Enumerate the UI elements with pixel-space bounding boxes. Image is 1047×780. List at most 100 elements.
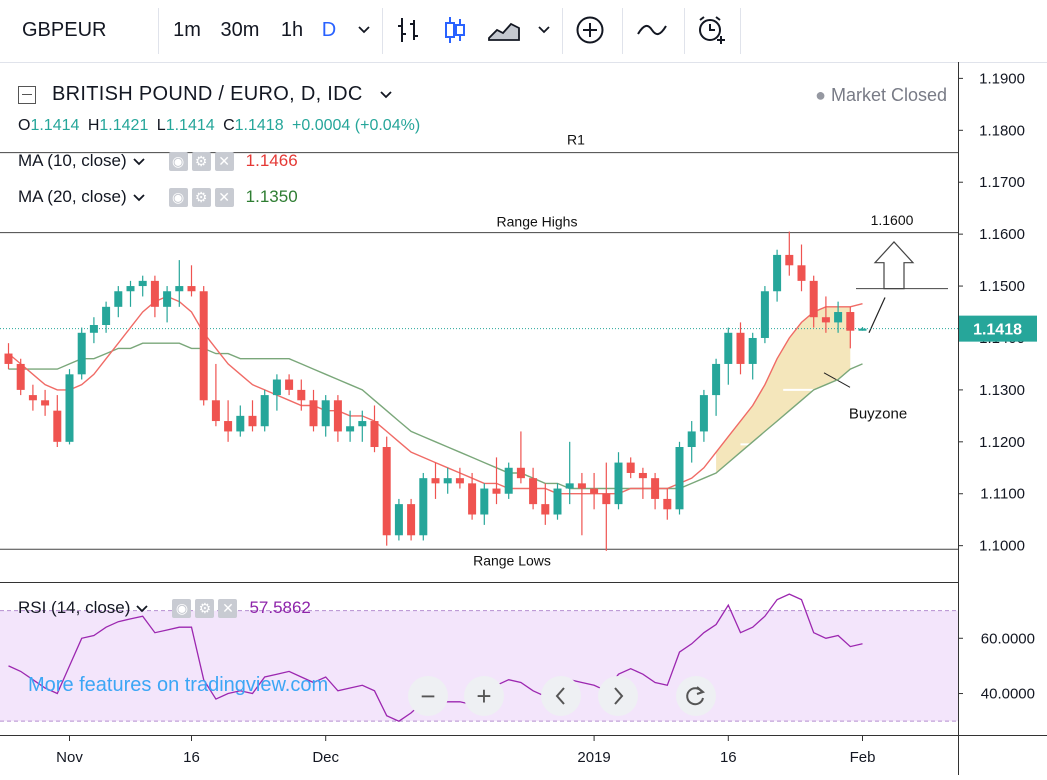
alert-clock-icon[interactable]	[692, 0, 732, 60]
plus-icon: +	[476, 680, 492, 711]
gear-icon[interactable]: ⚙	[195, 598, 215, 618]
ma10-label[interactable]: MA (10, close)	[18, 151, 127, 170]
close-value: 1.1418	[234, 117, 284, 134]
low-label: L	[156, 117, 166, 134]
candle-body	[248, 415, 257, 427]
time-tick-label: 16	[183, 749, 200, 766]
close-icon[interactable]: ✕	[214, 187, 234, 207]
timeframe-1m[interactable]: 1m	[173, 18, 201, 41]
collapse-legend-icon[interactable]	[18, 85, 36, 104]
candle-body	[431, 478, 440, 484]
chart-type-chevron-down-icon[interactable]	[530, 0, 558, 60]
eye-icon[interactable]: ◉	[168, 151, 188, 171]
candle-body	[138, 280, 147, 287]
area-chart-icon[interactable]	[484, 0, 524, 60]
candle-body	[455, 478, 464, 484]
candle-body	[260, 395, 269, 427]
candle-body	[89, 325, 98, 333]
candle-body	[443, 478, 452, 484]
time-tick-label: Dec	[312, 749, 339, 766]
add-indicator-icon[interactable]	[570, 0, 610, 60]
gear-icon[interactable]: ⚙	[191, 151, 211, 171]
scroll-right-button[interactable]	[598, 676, 638, 716]
chevron-down-icon[interactable]	[136, 598, 149, 618]
candle-body	[712, 363, 721, 396]
candle-body	[102, 306, 111, 325]
candle-body	[211, 400, 220, 422]
open-label: O	[18, 117, 31, 134]
close-icon[interactable]: ✕	[214, 151, 234, 171]
price-tick-label: 1.1200	[979, 434, 1025, 451]
scroll-left-button[interactable]	[541, 676, 581, 716]
trend-pointer-line	[868, 297, 886, 334]
candle-body	[346, 426, 355, 432]
candle-body	[297, 389, 306, 401]
candle-body	[309, 400, 318, 427]
candle-body	[724, 332, 733, 364]
candle-body	[760, 291, 769, 338]
candle-body	[468, 483, 477, 515]
price-tick-label: 1.1300	[979, 382, 1025, 399]
candle-body	[175, 286, 184, 292]
close-icon[interactable]: ✕	[218, 598, 238, 618]
time-tick-label: Nov	[56, 749, 83, 766]
rsi-label[interactable]: RSI (14, close)	[18, 598, 131, 617]
candle-body	[333, 400, 342, 432]
price-tick-label: 1.1100	[980, 486, 1025, 503]
tradingview-watermark[interactable]: More features on tradingview.com	[28, 674, 329, 696]
r1-label: R1	[567, 132, 585, 148]
high-value: 1.1421	[99, 117, 149, 134]
zoom-out-button[interactable]: −	[408, 676, 448, 716]
timeframe-1h[interactable]: 1h	[280, 18, 304, 41]
eye-icon[interactable]: ◉	[168, 187, 188, 207]
candle-body	[553, 488, 562, 515]
price-tick-label: 1.1000	[979, 538, 1025, 555]
candle-body	[504, 467, 513, 494]
candle-body	[797, 265, 806, 281]
symbol-chevron-down-icon[interactable]	[379, 84, 393, 105]
candle-body	[480, 488, 489, 515]
timeframe-chevron-down-icon[interactable]	[350, 0, 378, 60]
price-tick-label: 1.1900	[979, 70, 1025, 87]
eye-icon[interactable]: ◉	[172, 598, 192, 618]
candle-body	[285, 379, 294, 390]
candle-body	[187, 286, 196, 292]
candle-body	[65, 374, 74, 442]
zoom-in-button[interactable]: +	[464, 676, 504, 716]
toolbar-divider	[684, 8, 685, 54]
bar-chart-icon[interactable]	[392, 0, 426, 60]
timeframe-d[interactable]: D	[321, 18, 337, 41]
timeframe-30m[interactable]: 30m	[220, 18, 260, 41]
ma10-value: 1.1466	[245, 151, 298, 170]
open-value: 1.1414	[30, 117, 80, 134]
candle-body	[590, 488, 599, 494]
candle-body	[382, 447, 391, 536]
toolbar-divider	[158, 8, 159, 54]
time-tick-label: 16	[720, 749, 737, 766]
reset-chart-button[interactable]	[676, 676, 716, 716]
compare-icon[interactable]	[630, 0, 674, 60]
buyzone-label: Buyzone	[849, 405, 907, 422]
candle-body	[199, 291, 208, 401]
status-dot-icon: ●	[815, 85, 826, 105]
candle-body	[846, 312, 855, 331]
candle-body	[809, 280, 818, 318]
high-label: H	[87, 117, 100, 134]
candle-body	[163, 291, 172, 307]
candle-body	[321, 400, 330, 427]
rsi-tick-label: 60.0000	[981, 630, 1035, 647]
candle-body	[114, 291, 123, 307]
toolbar-divider	[622, 8, 623, 54]
chevron-down-icon[interactable]	[133, 187, 145, 207]
candle-body	[272, 379, 281, 396]
low-value: 1.1414	[165, 117, 215, 134]
candle-body	[77, 332, 86, 375]
gear-icon[interactable]: ⚙	[191, 187, 211, 207]
ma20-label[interactable]: MA (20, close)	[18, 187, 127, 206]
ma20-line	[8, 342, 863, 490]
buyzone-area	[716, 306, 851, 473]
ohlc-values: O1.1414 H1.1421 L1.1414 C1.1418 +0.0004 …	[18, 117, 420, 135]
symbol-search[interactable]: GBPEUR	[22, 18, 107, 41]
candles-icon[interactable]	[438, 0, 472, 60]
chevron-down-icon[interactable]	[133, 151, 145, 171]
